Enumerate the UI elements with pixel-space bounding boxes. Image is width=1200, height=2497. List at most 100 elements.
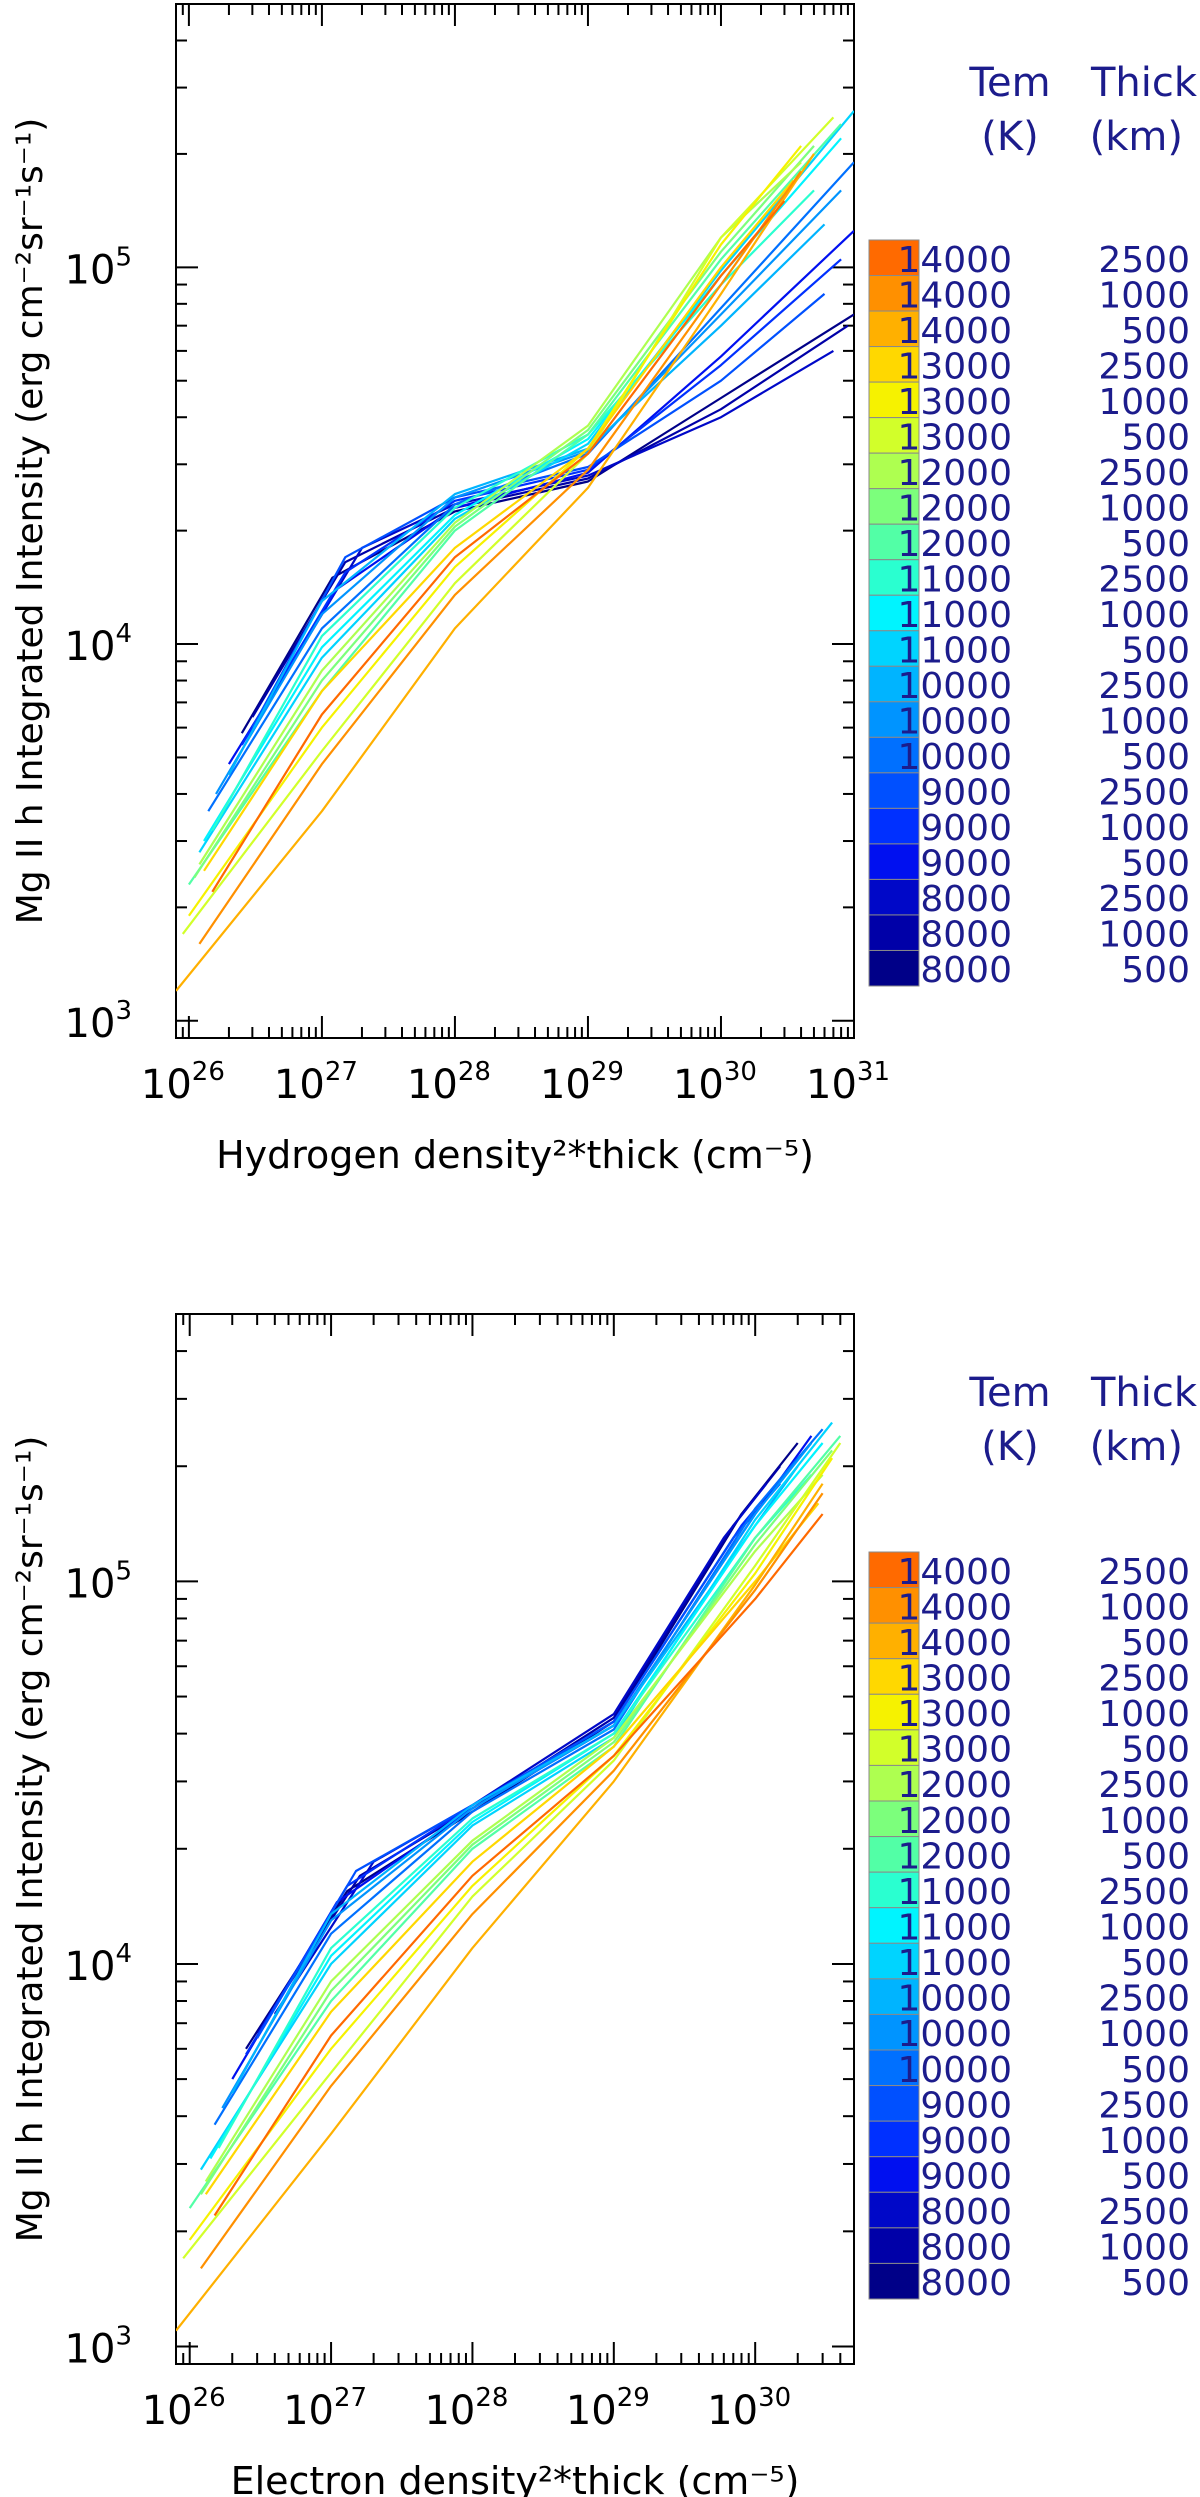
legend-thick-value: 2500 bbox=[1098, 1659, 1190, 1700]
legend-swatch bbox=[868, 1836, 920, 1873]
legend-swatch bbox=[868, 310, 920, 348]
series-line bbox=[198, 170, 802, 945]
legend-thick-value: 500 bbox=[1121, 631, 1190, 672]
legend-swatch bbox=[868, 1942, 920, 1980]
legend-thick-value: 500 bbox=[1121, 1730, 1190, 1771]
legend-tem-value: 12000 bbox=[897, 1836, 1012, 1877]
x-axis-title: Hydrogen density²*thick (cm⁻⁵) bbox=[216, 1133, 814, 1177]
legend-thick-value: 500 bbox=[1121, 950, 1190, 991]
legend-swatch bbox=[868, 1764, 920, 1802]
legend-tem-value: 8000 bbox=[920, 915, 1012, 956]
legend-swatch bbox=[868, 2049, 920, 2087]
x-tick-label: 1028 bbox=[407, 1057, 491, 1108]
series-line bbox=[203, 179, 795, 872]
legend-swatch bbox=[868, 2227, 920, 2264]
legend-swatch bbox=[868, 2120, 920, 2158]
series-line bbox=[193, 145, 815, 879]
legend-tem-value: 14000 bbox=[897, 1623, 1012, 1664]
legend-thick-value: 500 bbox=[1121, 1943, 1190, 1984]
legend-header-thick-unit: (km) bbox=[1090, 1424, 1183, 1470]
series-group bbox=[176, 1421, 842, 2332]
x-tick-label: 1026 bbox=[142, 2383, 226, 2434]
y-axis-title: Mg II h Integrated Intensity (erg cm⁻²sr… bbox=[10, 1436, 51, 2243]
series-line bbox=[176, 1483, 824, 2332]
legend-thick-value: 2500 bbox=[1098, 2192, 1190, 2233]
legend-header-tem: Tem bbox=[968, 1370, 1050, 1416]
y-tick-label: 103 bbox=[65, 996, 132, 1047]
legend-swatch bbox=[868, 275, 920, 312]
series-line bbox=[182, 1442, 842, 2259]
legend-tem-value: 8000 bbox=[920, 2228, 1012, 2269]
legend-tem-value: 11000 bbox=[897, 595, 1012, 636]
legend-swatch bbox=[868, 2262, 920, 2300]
legend-header-thick: Thick bbox=[1090, 60, 1198, 106]
legend-tem-value: 9000 bbox=[920, 808, 1012, 849]
chart-panel-electron: 1026 1027 1028 1029 1030 103 104 105 Electron de… bbox=[10, 1313, 1198, 2497]
legend-thick-value: 1000 bbox=[1098, 275, 1190, 316]
legend-tem-value: 8000 bbox=[920, 2263, 1012, 2304]
legend-swatch bbox=[868, 1800, 920, 1838]
legend-swatch bbox=[868, 914, 920, 951]
series-line bbox=[200, 1492, 824, 2270]
legend-thick-value: 2500 bbox=[1098, 1872, 1190, 1913]
legend-thick-value: 1000 bbox=[1098, 2014, 1190, 2055]
legend-tem-value: 9000 bbox=[920, 773, 1012, 814]
legend-thick-value: 500 bbox=[1121, 844, 1190, 885]
legend-thick-value: 500 bbox=[1121, 417, 1190, 458]
legend-thick-value: 2500 bbox=[1098, 1765, 1190, 1806]
legend-header-tem-unit: (K) bbox=[981, 1424, 1038, 1470]
series-line bbox=[227, 223, 826, 776]
legend-swatch bbox=[868, 346, 920, 383]
legend-header-tem: Tem bbox=[968, 60, 1050, 106]
x-tick-label: 1026 bbox=[141, 1057, 225, 1108]
series-line bbox=[256, 1465, 781, 2034]
legend-thick-value: 500 bbox=[1121, 1836, 1190, 1877]
legend-swatch bbox=[868, 2156, 920, 2193]
legend-tem-value: 9000 bbox=[920, 844, 1012, 885]
legend-swatch bbox=[868, 1622, 920, 1660]
legend-thick-value: 1000 bbox=[1098, 1694, 1190, 1735]
series-line bbox=[251, 324, 849, 718]
legend-swatch bbox=[868, 417, 920, 454]
legend-swatch bbox=[868, 665, 920, 703]
y-tick-label: 104 bbox=[65, 619, 132, 670]
legend-thick-value: 1000 bbox=[1098, 702, 1190, 743]
series-line bbox=[227, 230, 854, 765]
legend-thick-value: 1000 bbox=[1098, 1587, 1190, 1628]
legend-swatch bbox=[868, 1587, 920, 1624]
x-tick-label: 1029 bbox=[566, 2383, 650, 2434]
legend-tem-value: 11000 bbox=[897, 1908, 1012, 1949]
legend-tem-value: 14000 bbox=[897, 240, 1012, 281]
legend-thick-value: 2500 bbox=[1098, 453, 1190, 494]
legend-tem-value: 10000 bbox=[897, 2014, 1012, 2055]
series-line bbox=[176, 153, 815, 992]
legend-tem-value: 10000 bbox=[897, 737, 1012, 778]
legend-thick-value: 1000 bbox=[1098, 2121, 1190, 2162]
x-tick-label: 1029 bbox=[540, 1057, 624, 1108]
series-line bbox=[199, 1449, 833, 2195]
x-tick-label: 1027 bbox=[283, 2383, 367, 2434]
legend-tem-value: 12000 bbox=[897, 1801, 1012, 1842]
legend-tem-value: 14000 bbox=[897, 1552, 1012, 1593]
legend-tem-value: 8000 bbox=[920, 879, 1012, 920]
series-line bbox=[240, 313, 854, 734]
legend-tem-value: 11000 bbox=[897, 1943, 1012, 1984]
legend-swatch bbox=[868, 2191, 920, 2229]
legend-tem-value: 14000 bbox=[897, 311, 1012, 352]
legend-thick-value: 2500 bbox=[1098, 879, 1190, 920]
legend-tem-value: 13000 bbox=[897, 382, 1012, 423]
legend-swatch bbox=[868, 949, 920, 987]
series-line bbox=[256, 1482, 781, 2039]
series-line bbox=[188, 1457, 834, 2241]
legend-header-thick-unit: (km) bbox=[1090, 114, 1183, 160]
series-line bbox=[273, 1483, 768, 2015]
legend-tem-value: 13000 bbox=[897, 1659, 1012, 1700]
legend-tem-value: 8000 bbox=[920, 950, 1012, 991]
legend-tem-value: 9000 bbox=[920, 2121, 1012, 2162]
legend-tem-value: 10000 bbox=[897, 1979, 1012, 2020]
legend-swatch bbox=[868, 630, 920, 667]
legend-tem-value: 12000 bbox=[897, 453, 1012, 494]
legend-thick-value: 500 bbox=[1121, 737, 1190, 778]
legend-thick-value: 1000 bbox=[1098, 1801, 1190, 1842]
